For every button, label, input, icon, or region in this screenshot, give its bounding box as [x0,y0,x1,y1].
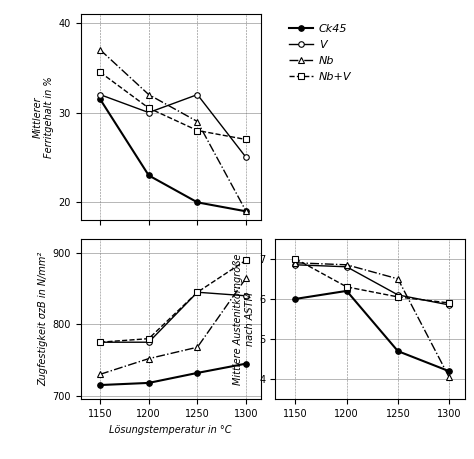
Legend: Ck45, V, Nb, Nb+V: Ck45, V, Nb, Nb+V [284,19,356,87]
Y-axis label: Zugfestigkeit σzB in N/mm²: Zugfestigkeit σzB in N/mm² [38,252,48,386]
Y-axis label: Mittlerer
Ferritgehalt in %: Mittlerer Ferritgehalt in % [33,76,55,158]
X-axis label: Lösungstemperatur in °C: Lösungstemperatur in °C [109,425,232,435]
Y-axis label: Mittlere Austenitkorngröße
nach ASTM: Mittlere Austenitkorngröße nach ASTM [233,253,255,385]
